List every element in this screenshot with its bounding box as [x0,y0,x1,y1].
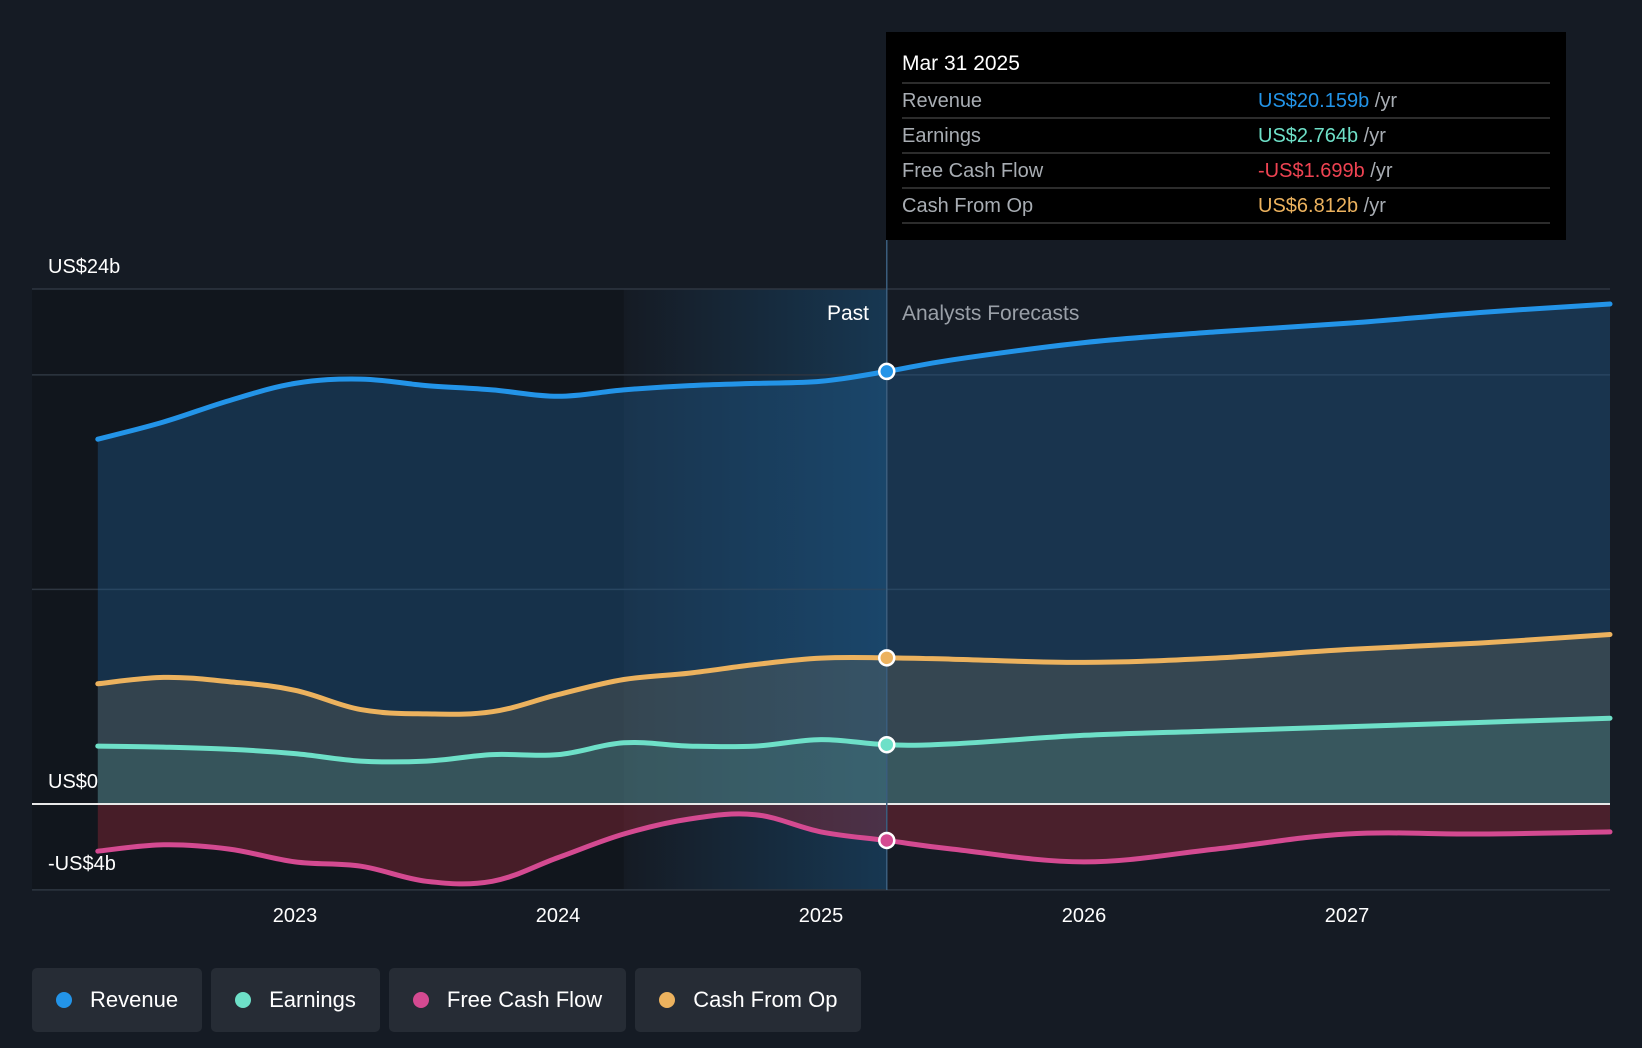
legend-item-free-cash-flow[interactable]: Free Cash Flow [388,968,627,1032]
tooltip-row-label: Earnings [902,125,981,147]
area-cash-from-op [97,634,1610,804]
tooltip-row-value: US$6.812b /yr [1258,195,1386,217]
tooltip-row-value: US$2.764b /yr [1258,125,1386,147]
x-tick-label: 2024 [536,905,581,927]
legend-dot-icon [412,992,429,1008]
y-axis-labels: US$24b US$0 -US$4b [48,256,120,875]
tooltip-row-label: Cash From Op [902,195,1033,217]
x-axis-labels: 2023 2024 2025 2026 2027 [273,905,1370,927]
area-revenue [97,304,1610,804]
legend-label: Cash From Op [693,987,838,1012]
y-tick-label: US$0 [48,771,98,793]
line-revenue[interactable] [95,301,1613,442]
marker-cash-from-op[interactable] [878,649,896,667]
line-free-cash-flow[interactable] [95,811,1613,887]
series-lines [95,301,1613,887]
legend-item-revenue[interactable]: Revenue [32,968,203,1032]
legend-label: Free Cash Flow [446,987,603,1012]
y-tick-label: -US$4b [48,853,116,875]
tooltip-background [886,32,1566,240]
tooltip-row-label: Free Cash Flow [902,160,1044,182]
line-cash-from-op[interactable] [95,632,1613,717]
marker-earnings[interactable] [878,735,896,754]
analysts-forecasts-label: Analysts Forecasts [902,302,1079,325]
tooltip: Mar 31 2025 Revenue US$20.159b /yr Earning… [886,32,1566,240]
marker-revenue[interactable] [878,362,896,381]
legend-dot-icon [235,992,252,1008]
tooltip-row-label: Revenue [902,90,982,112]
past-label: Past [827,302,869,325]
area-earnings [97,718,1610,804]
y-tick-label: US$24b [48,256,120,278]
x-tick-label: 2025 [799,905,844,927]
tooltip-date: Mar 31 2025 [902,52,1020,75]
legend: Revenue Earnings Free Cash Flow Cash From O… [32,968,862,1032]
tooltip-rows: Revenue US$20.159b /yr Earnings US$2.764b /… [902,82,1550,224]
legend-item-earnings[interactable]: Earnings [211,968,380,1032]
marker-free-cash-flow[interactable] [878,831,896,850]
series-areas [97,304,1610,884]
legend-label: Revenue [90,987,179,1012]
area-free-cash-flow [97,804,1610,884]
legend-dot-icon [56,992,72,1008]
grid-lines [32,288,1610,891]
x-tick-label: 2027 [1325,905,1370,927]
legend-label: Earnings [269,987,356,1012]
line-earnings[interactable] [95,715,1613,765]
legend-dot-icon [659,992,676,1008]
x-tick-label: 2023 [273,905,318,927]
x-tick-label: 2026 [1062,905,1107,927]
highlight-markers [878,362,896,850]
tooltip-row-value: -US$1.699b /yr [1258,160,1393,182]
tooltip-row-value: US$20.159b /yr [1258,90,1397,112]
legend-item-cash-from-op[interactable]: Cash From Op [635,968,862,1032]
